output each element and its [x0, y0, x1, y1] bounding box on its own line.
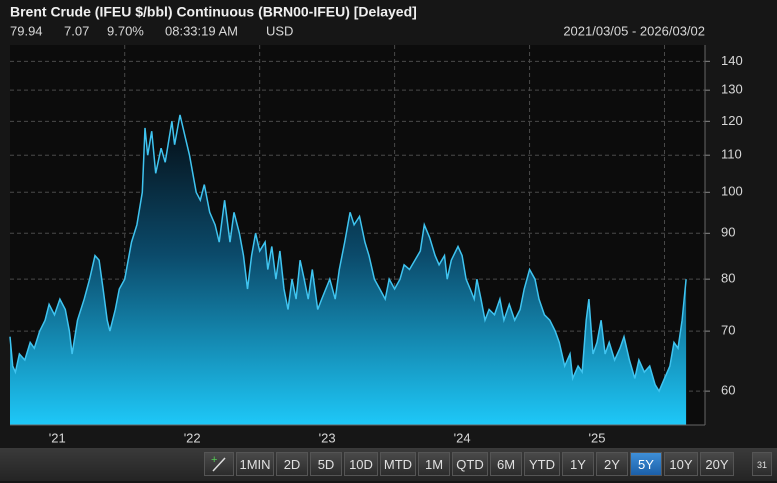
chart: Brent Crude (IFEU $/bbl) Continuous (BRN…: [9, 3, 743, 446]
quote-currency: USD: [266, 23, 293, 38]
x-tick-label: '21: [49, 430, 66, 445]
svg-text:+: +: [211, 454, 217, 466]
range-button[interactable]: YTD: [524, 452, 560, 476]
x-tick-label: '22: [184, 430, 201, 445]
range-button[interactable]: 5D: [310, 452, 342, 476]
calendar-button[interactable]: 31: [752, 452, 772, 476]
y-tick-label: 120: [721, 113, 743, 128]
range-button[interactable]: 1MIN: [236, 452, 274, 476]
range-button[interactable]: 2D: [276, 452, 308, 476]
draw-tool-button[interactable]: +: [204, 452, 234, 476]
draw-icon: +: [211, 454, 226, 472]
range-button[interactable]: 1M: [418, 452, 450, 476]
y-tick-label: 130: [721, 82, 743, 97]
y-tick-label: 70: [721, 323, 735, 338]
range-button[interactable]: 2Y: [596, 452, 628, 476]
range-button[interactable]: 10Y: [664, 452, 698, 476]
range-button[interactable]: MTD: [380, 452, 416, 476]
y-tick-label: 140: [721, 53, 743, 68]
y-tick-label: 60: [721, 383, 735, 398]
y-tick-label: 110: [721, 147, 742, 162]
quote-last: 79.94: [10, 23, 43, 38]
range-button[interactable]: 1Y: [562, 452, 594, 476]
date-range: 2021/03/05 - 2026/03/02: [563, 23, 705, 38]
chart-title: Brent Crude (IFEU $/bbl) Continuous (BRN…: [10, 4, 417, 20]
range-button[interactable]: 20Y: [700, 452, 734, 476]
y-tick-label: 90: [721, 225, 735, 240]
range-button[interactable]: 6M: [490, 452, 522, 476]
x-tick-label: '23: [319, 430, 336, 445]
quote-percent: 9.70%: [107, 23, 144, 38]
area-fill: [10, 114, 687, 426]
range-button[interactable]: 10D: [344, 452, 378, 476]
y-tick-label: 80: [721, 271, 735, 286]
x-tick-label: '24: [454, 430, 471, 445]
range-button[interactable]: 5Y: [630, 452, 662, 476]
range-button[interactable]: QTD: [452, 452, 488, 476]
quote-change: 7.07: [64, 23, 89, 38]
toolbar: +1MIN 2D 5D 10D MTD 1M QTD 6M YTD 1Y 2Y 5Y 10Y 20Y 31: [0, 448, 777, 481]
quote-time: 08:33:19 AM: [165, 23, 238, 38]
price-line: [9, 114, 687, 393]
y-tick-label: 100: [721, 184, 743, 199]
x-tick-label: '25: [589, 430, 606, 445]
